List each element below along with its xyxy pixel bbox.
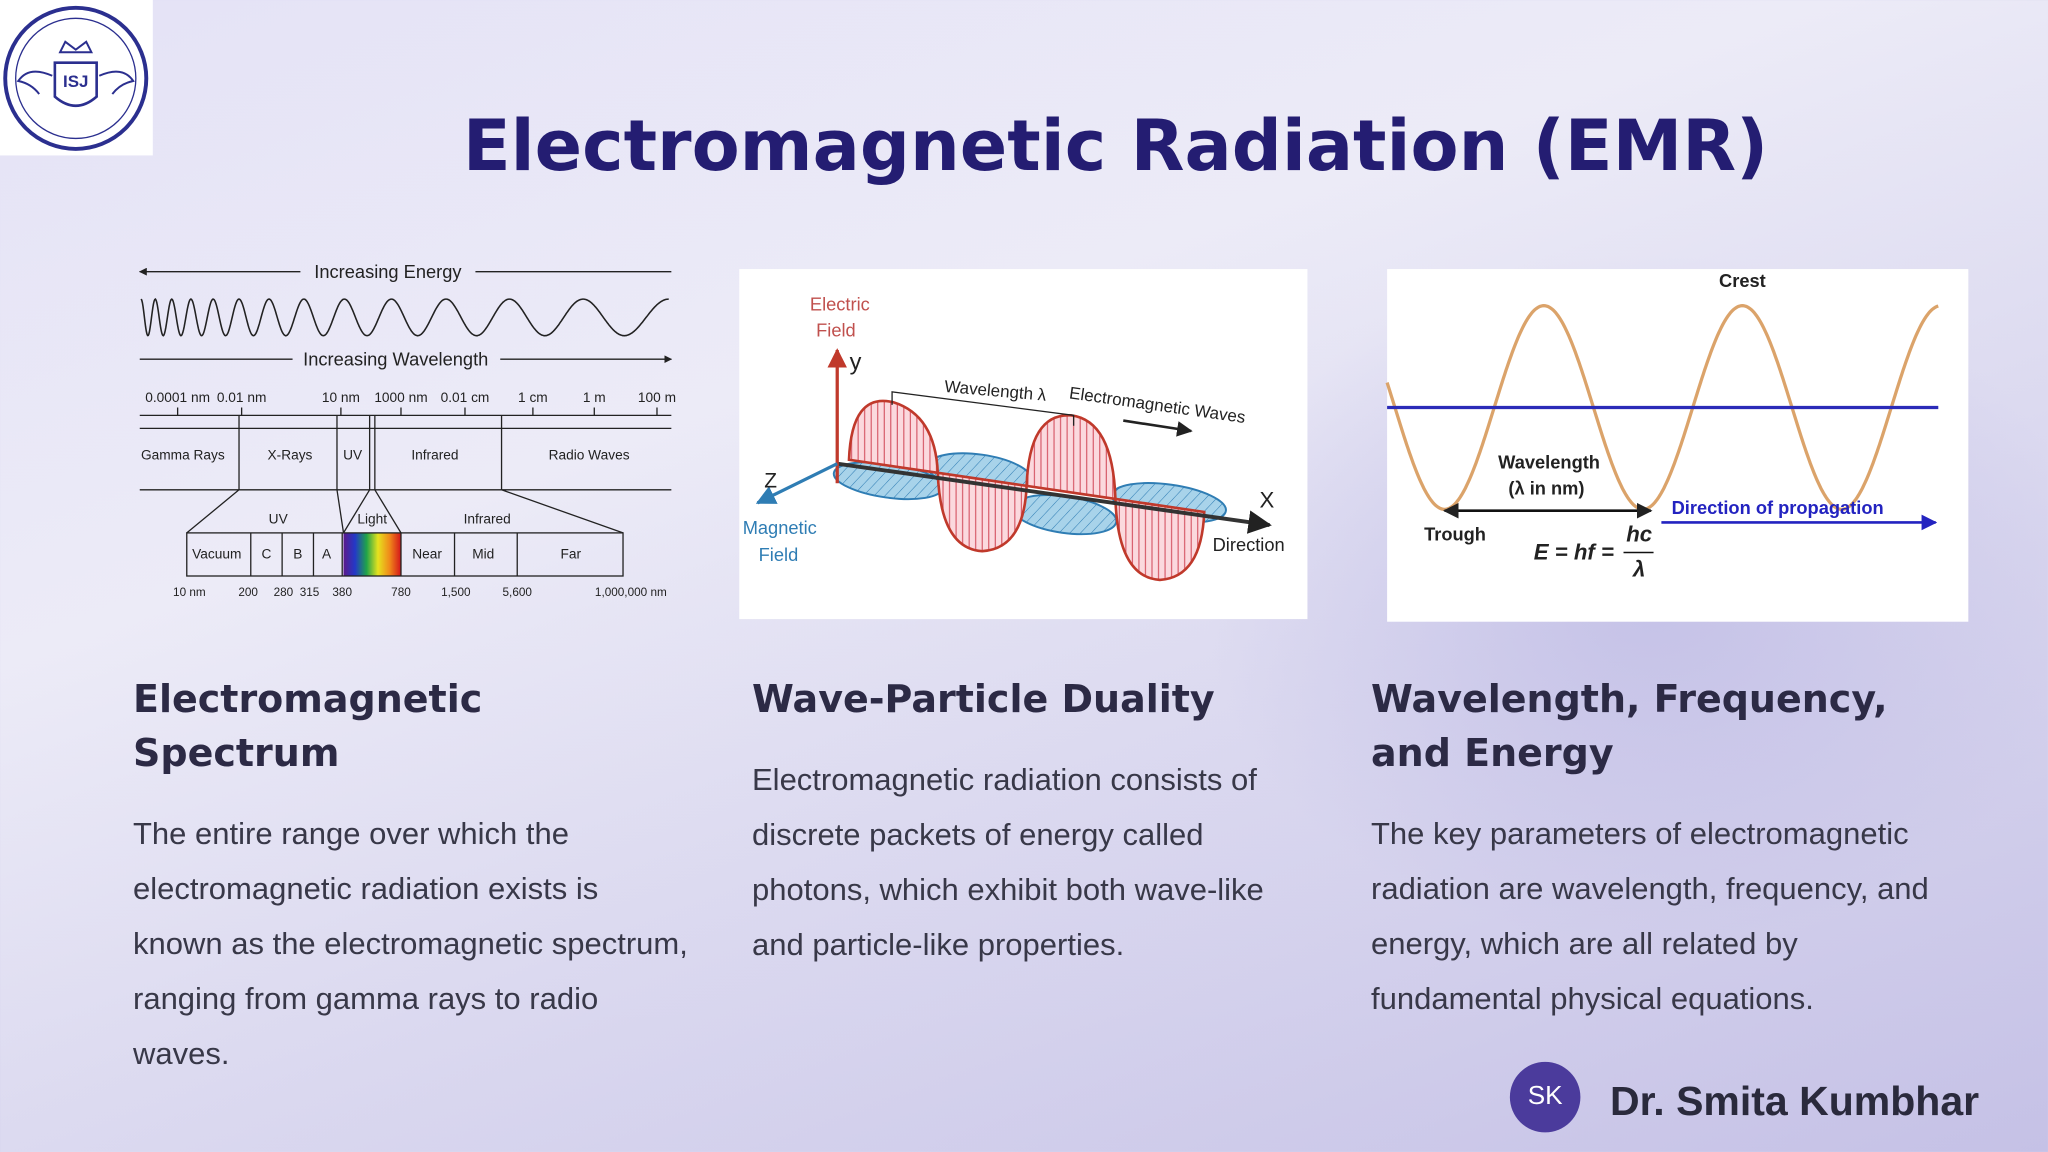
label: Gamma Rays <box>141 447 225 462</box>
label: A <box>322 547 332 562</box>
label: y <box>850 348 862 374</box>
label: 280 <box>274 586 294 599</box>
label: 1,500 <box>441 586 471 599</box>
label: 0.01 cm <box>441 390 490 405</box>
label: Magnetic <box>743 517 817 538</box>
label: UV <box>269 511 289 526</box>
label: Trough <box>1424 523 1486 544</box>
label: UV <box>343 447 363 462</box>
label: Near <box>412 547 442 562</box>
logo-text: ISJ <box>63 72 88 91</box>
card-heading: Wave-Particle Duality <box>752 677 1215 721</box>
label: 5,600 <box>503 586 533 599</box>
card: Electromagnetic Spectrum The entire rang… <box>133 672 693 1081</box>
label: (λ in nm) <box>1508 478 1584 499</box>
label: 10 nm <box>173 586 206 599</box>
card-heading: Wavelength, Frequency, and Energy <box>1371 677 1888 775</box>
spectrum-labels: Increasing Energy Increasing Wavelength … <box>141 261 676 599</box>
label: Crest <box>1719 270 1766 291</box>
wave-figure: Electric Field y Wavelength λ Electromag… <box>739 269 1308 620</box>
label: Direction of propagation <box>1672 497 1884 518</box>
label: X <box>1260 487 1275 512</box>
label: X-Rays <box>267 447 312 462</box>
label: Infrared <box>464 511 511 526</box>
card: Wave-Particle Duality Electromagnetic ra… <box>752 672 1312 972</box>
label: Light <box>357 511 387 526</box>
label: Infrared <box>411 447 458 462</box>
label: Increasing Wavelength <box>303 348 488 369</box>
label: Field <box>759 544 799 565</box>
label: Far <box>560 547 581 562</box>
avatar <box>1509 1061 1581 1133</box>
label: 1000 nm <box>374 390 427 405</box>
label: Electric <box>810 293 870 314</box>
label: 200 <box>238 586 258 599</box>
label: 100 m <box>638 390 676 405</box>
label: Mid <box>472 547 494 562</box>
avatar-initials: SK <box>1528 1080 1563 1110</box>
label: Increasing Energy <box>314 261 462 282</box>
label: 1,000,000 nm <box>595 586 667 599</box>
equation: λ <box>1632 557 1645 582</box>
propagation-figure: Crest Wavelength (λ in nm) Trough Direct… <box>1385 269 1969 622</box>
label: 0.0001 nm <box>145 390 210 405</box>
label: Vacuum <box>192 547 241 562</box>
label: Wavelength <box>1498 452 1600 473</box>
spectrum-figure <box>138 267 673 577</box>
card-heading: Electromagnetic Spectrum <box>133 677 483 775</box>
label: 1 cm <box>518 390 548 405</box>
label: 10 nm <box>322 390 360 405</box>
card-body: The entire range over which the electrom… <box>133 816 688 1071</box>
card-body: Electromagnetic radiation consists of di… <box>752 762 1264 962</box>
label: 0.01 nm <box>217 390 267 405</box>
slide-title: Electromagnetic Radiation (EMR) <box>462 105 1769 187</box>
equation: E = hf = <box>1534 540 1614 565</box>
logo: ISJ <box>0 0 153 156</box>
label: C <box>261 547 271 562</box>
label: B <box>293 547 302 562</box>
label: 315 <box>300 586 320 599</box>
label: 1 m <box>583 390 606 405</box>
card-body: The key parameters of electromagnetic ra… <box>1371 816 1929 1016</box>
label: 380 <box>332 586 352 599</box>
label: 780 <box>391 586 411 599</box>
label: Field <box>816 320 856 341</box>
card: Wavelength, Frequency, and Energy The ke… <box>1371 672 1951 1026</box>
label: Radio Waves <box>549 447 630 462</box>
equation: hc <box>1626 521 1653 546</box>
label: Z <box>764 469 777 492</box>
presenter-name: Dr. Smita Kumbhar <box>1610 1078 1980 1124</box>
label: Direction <box>1213 534 1285 555</box>
